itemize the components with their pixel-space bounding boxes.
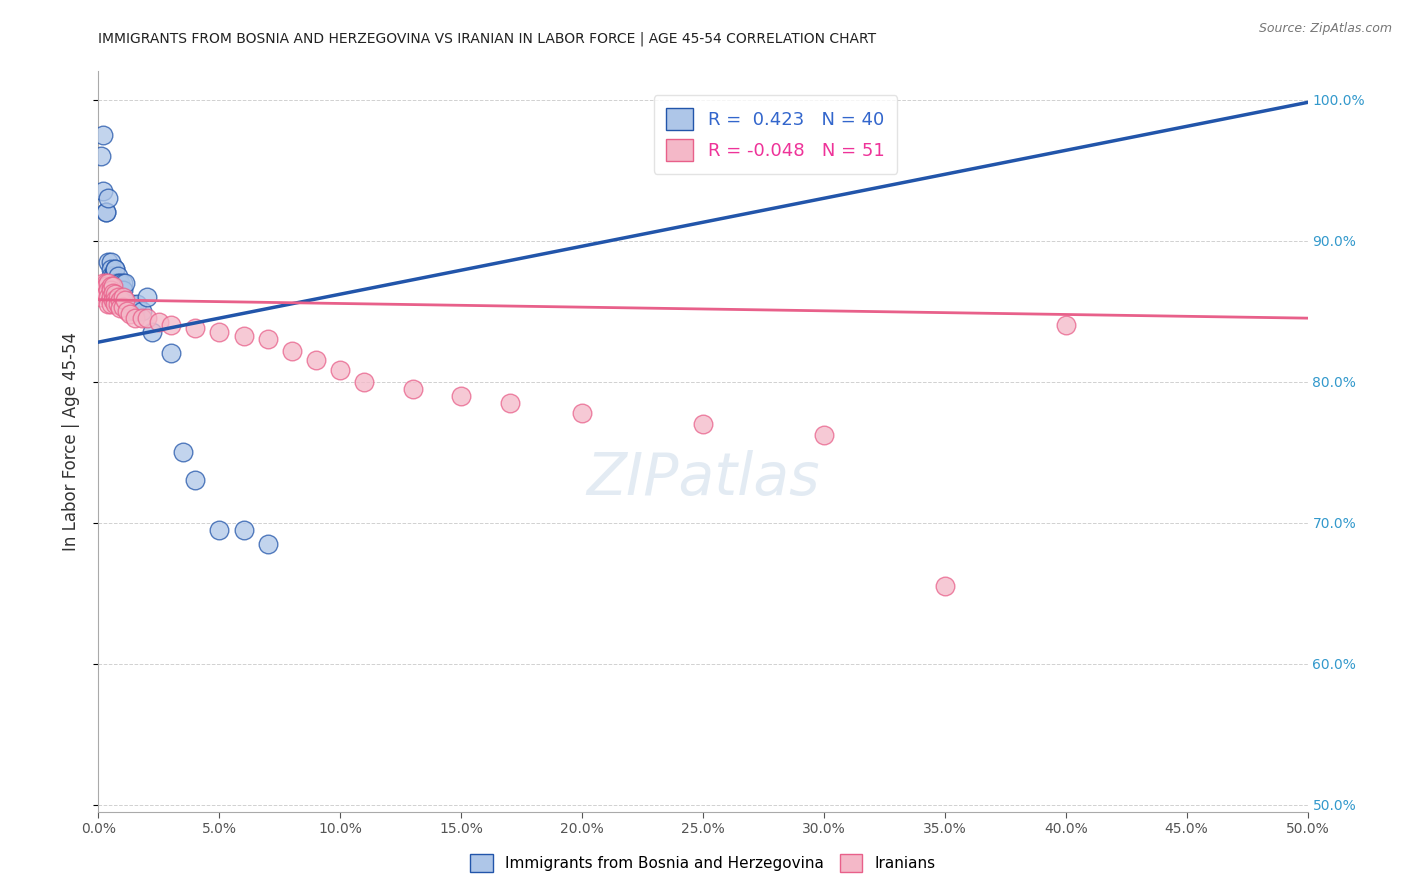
Point [104, 297, 127, 311]
Point [111, 290, 134, 304]
Point [450, 389, 472, 403]
Point [124, 311, 146, 326]
Point [91, 276, 114, 290]
Point [184, 321, 207, 335]
Point [934, 579, 956, 593]
Point [172, 445, 194, 459]
Point [100, 297, 122, 311]
Point [571, 406, 593, 420]
Point [232, 329, 254, 343]
Point [111, 300, 134, 314]
Point [141, 325, 163, 339]
Point [100, 276, 122, 290]
Point [108, 283, 131, 297]
Point [160, 318, 183, 333]
Point [107, 276, 129, 290]
Point [91, 283, 114, 297]
Point [111, 276, 134, 290]
Point [104, 261, 127, 276]
Point [101, 268, 124, 283]
Point [121, 297, 143, 311]
Point [127, 297, 149, 311]
Point [135, 311, 157, 326]
Point [111, 283, 134, 297]
Point [108, 293, 131, 307]
Point [160, 346, 183, 360]
Point [305, 353, 328, 368]
Point [94, 278, 117, 293]
Point [108, 301, 131, 316]
Point [402, 382, 425, 396]
Point [131, 311, 153, 326]
Point [184, 473, 207, 487]
Point [108, 276, 131, 290]
Legend: Immigrants from Bosnia and Herzegovina, Iranians: Immigrants from Bosnia and Herzegovina, … [463, 846, 943, 880]
Text: ZIPatlas: ZIPatlas [586, 450, 820, 507]
Point [94, 205, 117, 219]
Point [104, 276, 127, 290]
Point [97, 283, 120, 297]
Point [104, 283, 127, 297]
Point [97, 191, 120, 205]
Point [107, 290, 129, 304]
Point [101, 276, 124, 290]
Point [90, 149, 112, 163]
Point [1054, 318, 1077, 333]
Point [104, 261, 127, 276]
Point [100, 278, 122, 293]
Point [256, 537, 278, 551]
Point [91, 184, 114, 198]
Point [118, 297, 141, 311]
Point [101, 268, 124, 283]
Point [117, 297, 139, 311]
Point [498, 396, 520, 410]
Point [148, 315, 170, 329]
Point [118, 307, 141, 321]
Point [94, 276, 117, 290]
Point [256, 332, 278, 346]
Y-axis label: In Labor Force | Age 45-54: In Labor Force | Age 45-54 [62, 332, 80, 551]
Point [232, 523, 254, 537]
Point [692, 417, 714, 431]
Point [101, 278, 124, 293]
Point [100, 268, 122, 283]
Point [97, 254, 120, 268]
Point [208, 325, 231, 339]
Point [100, 283, 122, 297]
Point [90, 283, 112, 297]
Text: Source: ZipAtlas.com: Source: ZipAtlas.com [1258, 22, 1392, 36]
Text: IMMIGRANTS FROM BOSNIA AND HERZEGOVINA VS IRANIAN IN LABOR FORCE | AGE 45-54 COR: IMMIGRANTS FROM BOSNIA AND HERZEGOVINA V… [98, 31, 876, 45]
Point [97, 297, 120, 311]
Point [104, 287, 127, 301]
Point [100, 261, 122, 276]
Point [131, 304, 153, 318]
Point [117, 304, 139, 318]
Point [100, 290, 122, 304]
Point [813, 428, 835, 442]
Point [101, 293, 124, 307]
Point [97, 290, 120, 304]
Point [353, 375, 375, 389]
Point [114, 293, 136, 307]
Point [281, 343, 304, 358]
Point [208, 523, 231, 537]
Point [329, 363, 352, 377]
Point [94, 205, 117, 219]
Point [107, 283, 129, 297]
Point [124, 304, 146, 318]
Legend: R =  0.423   N = 40, R = -0.048   N = 51: R = 0.423 N = 40, R = -0.048 N = 51 [654, 95, 897, 174]
Point [101, 285, 124, 300]
Point [107, 297, 129, 311]
Point [91, 128, 114, 142]
Point [107, 268, 129, 283]
Point [114, 276, 136, 290]
Point [90, 290, 112, 304]
Point [135, 290, 157, 304]
Point [97, 276, 120, 290]
Point [94, 287, 117, 301]
Point [100, 254, 122, 268]
Point [104, 293, 127, 307]
